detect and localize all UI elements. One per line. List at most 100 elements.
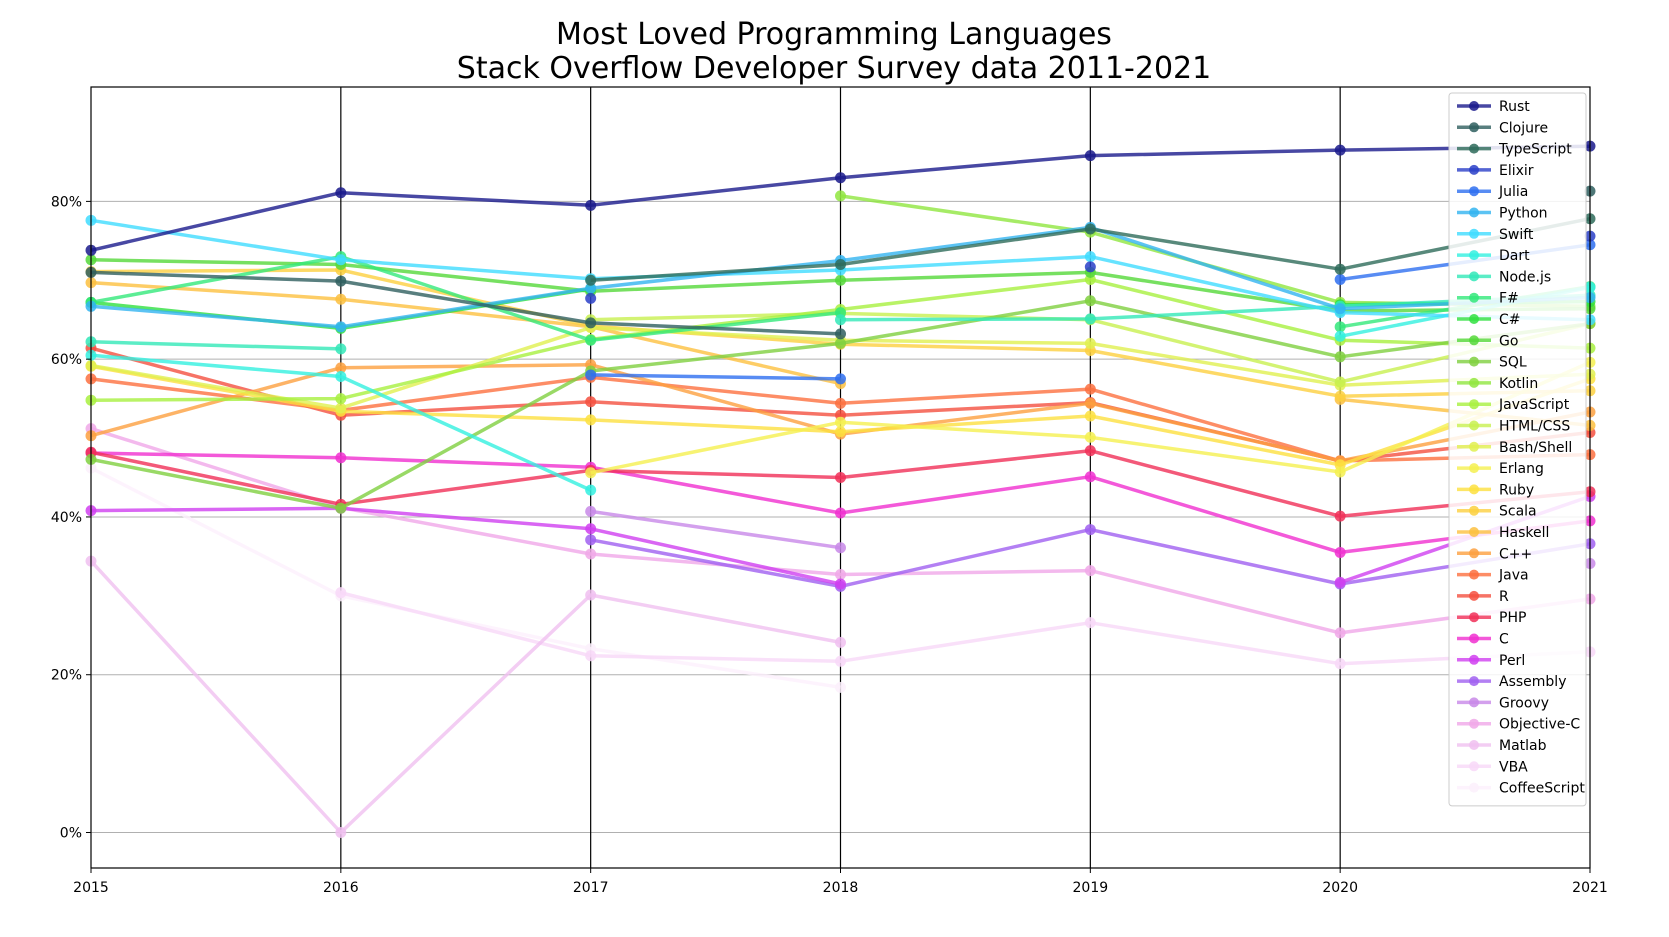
legend-label: CoffeeScript xyxy=(1499,781,1585,797)
y-tick-label: 40% xyxy=(51,510,82,526)
data-point xyxy=(1334,510,1346,522)
legend-marker xyxy=(1469,356,1479,367)
data-point xyxy=(835,328,846,340)
data-point xyxy=(585,369,597,381)
data-point xyxy=(1334,466,1346,478)
legend-item: Kotlin xyxy=(1457,376,1538,392)
y-tick-label: 20% xyxy=(51,668,82,684)
legend-label: C# xyxy=(1499,312,1521,328)
series-matlab xyxy=(85,555,846,838)
data-point xyxy=(335,293,347,305)
data-point xyxy=(585,484,597,496)
legend-marker xyxy=(1469,186,1479,197)
series-lines xyxy=(85,140,1596,838)
data-point xyxy=(1334,273,1346,285)
data-point xyxy=(335,321,347,333)
legend-label: Node.js xyxy=(1499,269,1551,285)
data-point xyxy=(835,681,846,693)
legend-label: Objective-C xyxy=(1499,717,1580,733)
data-point xyxy=(1334,330,1346,342)
legend-label: Swift xyxy=(1499,227,1534,243)
legend-label: Go xyxy=(1499,333,1518,349)
y-tick-label: 0% xyxy=(60,826,82,842)
legend-item: C# xyxy=(1457,312,1521,328)
data-point xyxy=(835,416,846,428)
series-line-segment xyxy=(340,591,1591,666)
legend-marker xyxy=(1469,697,1479,708)
legend-item: Elixir xyxy=(1457,163,1534,179)
y-tick-label: 80% xyxy=(51,194,82,210)
data-point xyxy=(585,650,597,662)
x-tick-label: 2021 xyxy=(1572,880,1608,896)
data-point xyxy=(585,548,597,560)
data-point xyxy=(335,187,347,199)
legend-label: Java xyxy=(1498,568,1529,584)
data-point xyxy=(585,534,597,546)
legend-item: Rust xyxy=(1457,99,1530,115)
legend-label: Scala xyxy=(1499,504,1537,520)
data-point xyxy=(1084,383,1096,395)
data-point xyxy=(835,190,846,202)
data-point xyxy=(835,259,846,270)
legend-label: Perl xyxy=(1499,653,1525,669)
data-point xyxy=(1084,313,1096,325)
legend-label: PHP xyxy=(1499,610,1526,626)
legend-item: CoffeeScript xyxy=(1457,781,1585,797)
legend-label: Dart xyxy=(1499,248,1530,264)
legend-marker xyxy=(1469,505,1479,516)
legend-item: Matlab xyxy=(1457,738,1547,754)
data-point xyxy=(335,362,347,374)
data-point xyxy=(835,542,846,554)
data-point xyxy=(335,587,347,599)
series-erlang xyxy=(585,356,1596,479)
data-point xyxy=(835,373,846,385)
legend-item: JavaScript xyxy=(1457,397,1570,413)
data-point xyxy=(1334,303,1346,315)
legend-label: Erlang xyxy=(1499,461,1544,477)
x-tick-label: 2017 xyxy=(573,880,609,896)
data-point xyxy=(1334,351,1346,363)
data-point xyxy=(335,827,347,838)
data-point xyxy=(335,402,347,414)
legend-marker xyxy=(1469,399,1479,410)
data-point xyxy=(1084,565,1096,577)
legend-marker xyxy=(1469,782,1479,793)
legend-marker xyxy=(1469,484,1479,495)
legend-item: C xyxy=(1457,632,1509,648)
data-point xyxy=(835,636,846,648)
x-tick-label: 2015 xyxy=(73,880,109,896)
series-line-segment xyxy=(90,280,841,386)
legend-label: Ruby xyxy=(1499,482,1534,498)
data-point xyxy=(1084,445,1096,457)
data-point xyxy=(585,396,597,408)
axis-ticks: 2015 2016 2017 2018 2019 2020 2021 0% 20% 40% 60% 8… xyxy=(51,194,1608,896)
legend-marker xyxy=(1469,271,1479,282)
series-line-segment xyxy=(590,373,841,381)
legend-label: Python xyxy=(1499,206,1548,222)
legend-label: Rust xyxy=(1499,99,1530,115)
data-point xyxy=(1084,295,1096,307)
data-point xyxy=(1084,617,1096,629)
data-point xyxy=(1084,261,1096,273)
series-rust xyxy=(85,140,1596,256)
data-point xyxy=(1084,410,1096,422)
legend-item: PHP xyxy=(1457,610,1526,626)
legend-label: SQL xyxy=(1499,355,1527,371)
data-point xyxy=(585,292,597,304)
x-tick-label: 2018 xyxy=(823,880,859,896)
legend-item: C++ xyxy=(1457,546,1532,562)
legend-marker xyxy=(1469,292,1479,303)
data-point xyxy=(1334,376,1346,388)
data-point xyxy=(335,452,347,464)
legend-marker xyxy=(1469,335,1479,346)
data-point xyxy=(835,337,846,349)
legend-marker xyxy=(1469,654,1479,665)
legend-marker xyxy=(1469,420,1479,431)
data-point xyxy=(1084,397,1096,409)
x-tick-label: 2019 xyxy=(1073,880,1109,896)
legend-marker xyxy=(1469,314,1479,324)
data-point xyxy=(335,254,347,266)
data-point xyxy=(585,282,597,294)
legend-item: VBA xyxy=(1457,759,1528,775)
